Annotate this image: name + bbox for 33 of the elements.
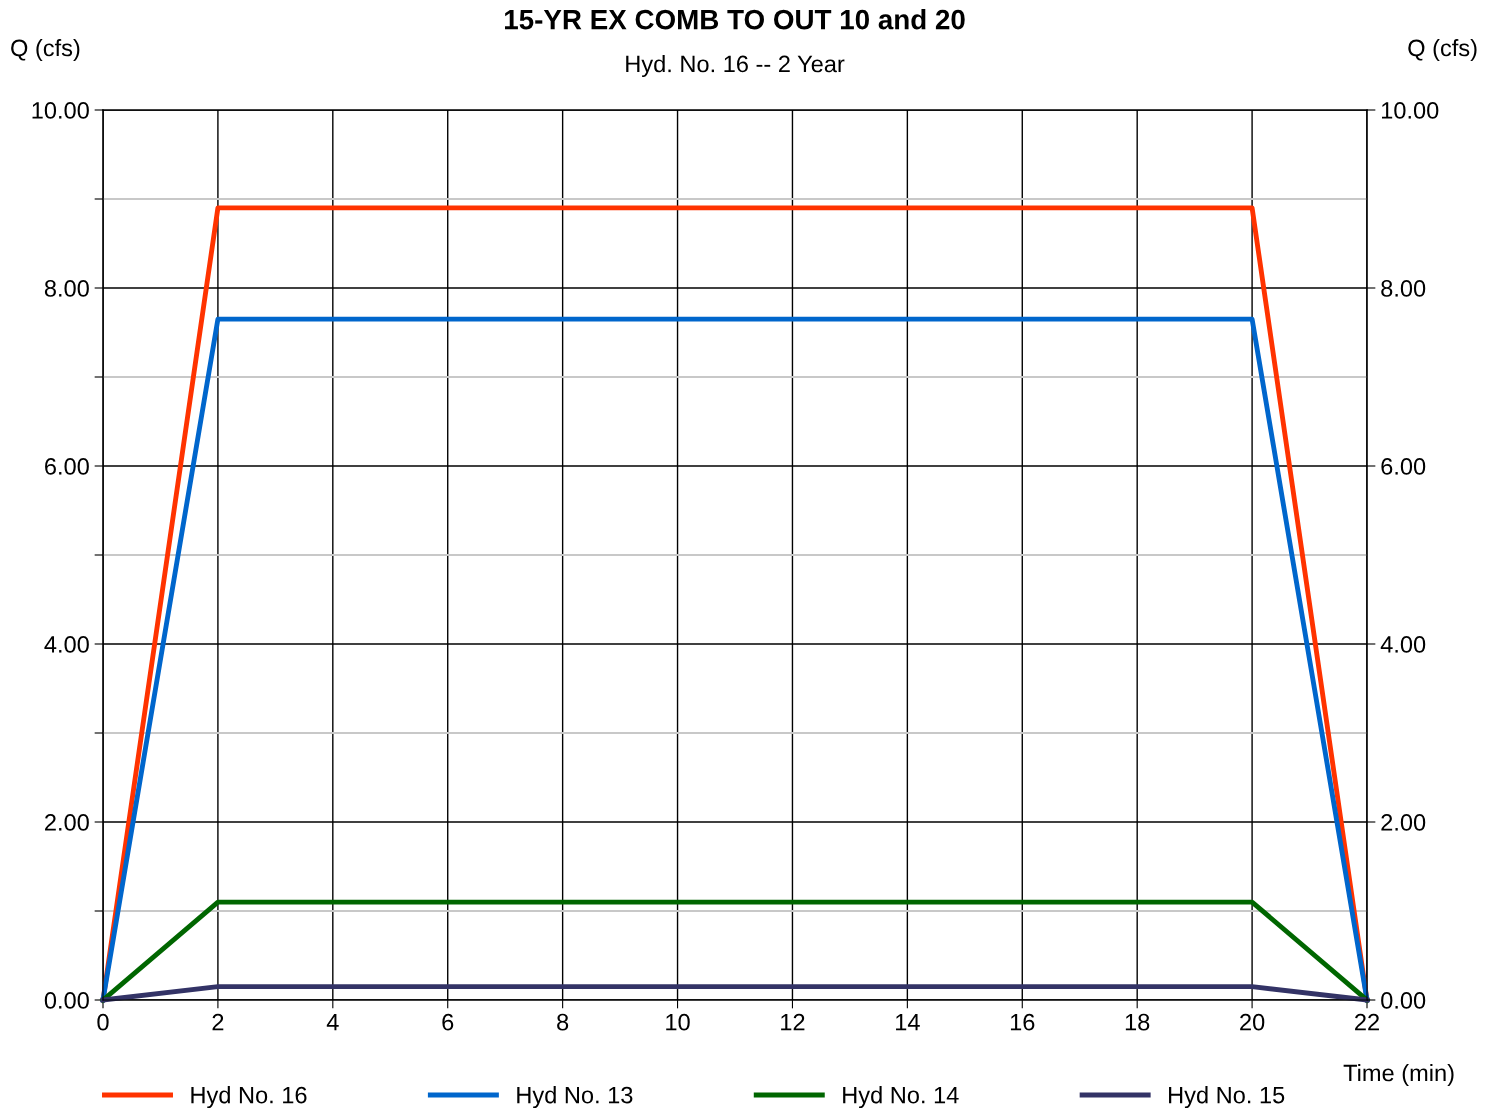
legend-label: Hyd No. 14 [843, 1086, 959, 1109]
chart-subtitle: Hyd. No. 16 -- 2 Year [626, 55, 845, 77]
x-tick-label: 10 [666, 1013, 690, 1031]
x-tick-label: 12 [781, 1013, 805, 1031]
legend-label: Hyd No. 13 [517, 1086, 633, 1109]
y-tick-label: 0.00 [44, 992, 89, 1009]
y-tick-label: 10.00 [32, 102, 89, 119]
y-tick-label: 2.00 [45, 814, 89, 831]
x-tick-label: 20 [1240, 1013, 1265, 1031]
x-tick-label: 16 [1010, 1013, 1035, 1031]
x-tick-label: 2 [212, 1013, 224, 1031]
x-tick-label: 22 [1355, 1013, 1379, 1031]
y2-tick-label: 6.00 [1381, 458, 1426, 475]
y-tick-label: 6.00 [45, 458, 89, 475]
x-tick-label: 4 [326, 1014, 339, 1031]
y2-axis-title: Q (cfs) [1408, 39, 1477, 61]
x-axis-title: Time (min) [1343, 1063, 1454, 1086]
x-tick-label: 0 [97, 1013, 109, 1031]
x-tick-label: 6 [442, 1013, 454, 1031]
y2-tick-label: 4.00 [1380, 636, 1426, 653]
y2-tick-label: 2.00 [1381, 814, 1426, 831]
y2-tick-label: 10.00 [1381, 102, 1439, 119]
x-tick-label: 18 [1125, 1013, 1150, 1031]
x-tick-label: 8 [557, 1013, 569, 1031]
y-tick-label: 4.00 [44, 636, 89, 653]
legend-label: Hyd No. 16 [191, 1086, 307, 1109]
x-tick-label: 14 [896, 1014, 920, 1031]
y-axis-title: Q (cfs) [11, 39, 80, 61]
legend-label: Hyd No. 15 [1169, 1086, 1285, 1109]
y-tick-label: 8.00 [44, 280, 89, 297]
y2-tick-label: 8.00 [1381, 280, 1426, 297]
y2-tick-label: 0.00 [1381, 992, 1426, 1009]
chart-title: 15-YR EX COMB TO OUT 10 and 20 [505, 9, 965, 30]
